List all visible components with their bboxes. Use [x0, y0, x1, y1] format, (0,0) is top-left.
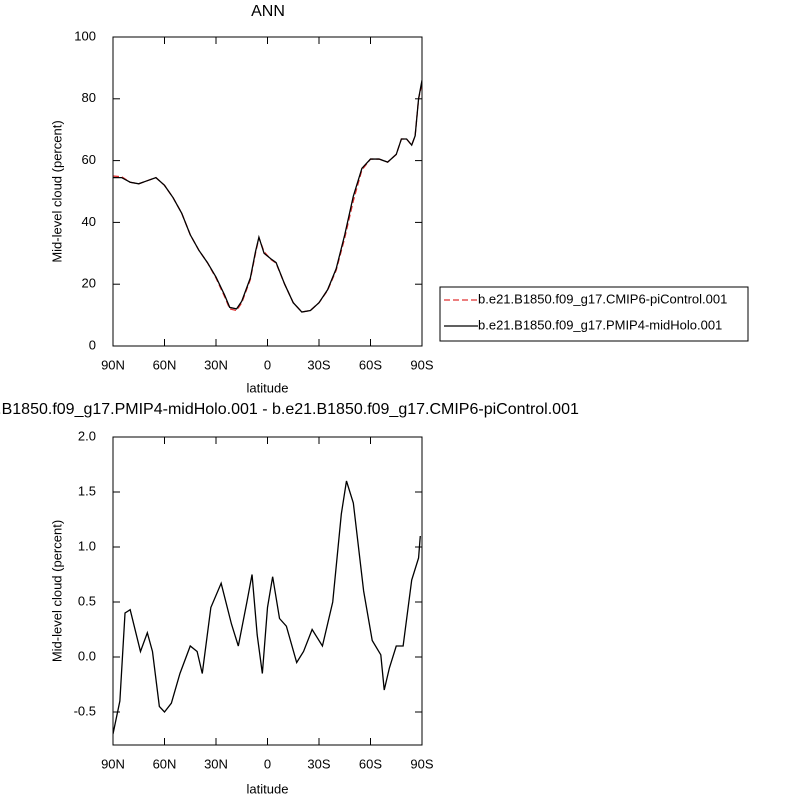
legend-label: b.e21.B1850.f09_g17.CMIP6-piControl.001 — [478, 291, 727, 306]
y-tick-label: 40 — [82, 214, 96, 229]
x-tick-label: 30S — [307, 357, 330, 372]
x-tick-label: 0 — [264, 357, 271, 372]
x-tick-label: 30N — [204, 357, 228, 372]
y-tick-label: 60 — [82, 152, 96, 167]
y-tick-label: 100 — [74, 28, 96, 43]
legend-box — [439, 286, 749, 342]
y-tick-label: 2.0 — [78, 428, 96, 443]
panel: ANN latitude Mid-level cloud (percent) 90N 6… — [49, 3, 749, 395]
x-tick-label: 90S — [410, 357, 433, 372]
x-tick-label: 60S — [359, 756, 382, 771]
x-axis-label: latitude — [247, 380, 289, 395]
x-tick-label: 60S — [359, 357, 382, 372]
y-axis-label: Mid-level cloud (percent) — [49, 520, 64, 662]
y-tick-label: 1.5 — [78, 483, 96, 498]
y-tick-label: 0.5 — [78, 593, 96, 608]
x-tick-label: 60N — [153, 357, 177, 372]
x-tick-label: 60N — [153, 756, 177, 771]
y-tick-label: -0.5 — [74, 703, 96, 718]
plot-frame — [112, 36, 423, 347]
x-tick-label: 90S — [410, 756, 433, 771]
chart-title: ANN — [251, 3, 285, 20]
y-tick-label: 1.0 — [78, 538, 96, 553]
chart-title: b.e21.B1850.f09_g17.PMIP4-midHolo.001 - … — [0, 401, 579, 418]
x-tick-label: 30N — [204, 756, 228, 771]
plot-area — [113, 80, 422, 313]
plot-frame — [112, 436, 423, 746]
plot-area — [113, 480, 421, 735]
y-tick-label: 0.0 — [78, 648, 96, 663]
x-tick-label: 0 — [264, 756, 271, 771]
y-tick-label: 0 — [89, 337, 96, 352]
x-tick-label: 90N — [101, 756, 125, 771]
y-tick-label: 80 — [82, 90, 96, 105]
y-axis-label: Mid-level cloud (percent) — [49, 120, 64, 262]
data-line — [113, 83, 422, 313]
x-axis-label: latitude — [247, 781, 289, 796]
data-line — [113, 80, 422, 313]
x-tick-label: 30S — [307, 756, 330, 771]
data-line — [113, 480, 421, 735]
panel: b.e21.B1850.f09_g17.PMIP4-midHolo.001 - … — [0, 401, 579, 796]
x-tick-label: 90N — [101, 357, 125, 372]
legend-label: b.e21.B1850.f09_g17.PMIP4-midHolo.001 — [478, 317, 722, 332]
y-tick-label: 20 — [82, 276, 96, 291]
